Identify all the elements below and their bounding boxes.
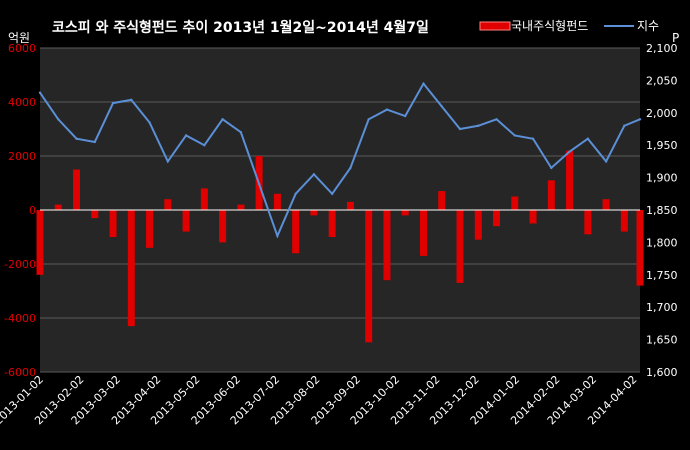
fund-bar	[547, 180, 555, 210]
fund-bar	[419, 210, 427, 256]
fund-bar	[584, 210, 592, 235]
fund-bar	[456, 210, 464, 283]
fund-bars	[36, 150, 644, 343]
right-axis: 2,100 2,050 2,000 1,950 1,900 1,850 1,800 1,750…	[646, 42, 678, 379]
fund-bar	[529, 210, 537, 224]
fund-bar	[54, 204, 62, 210]
fund-bar	[365, 210, 373, 343]
fund-bar	[200, 188, 208, 210]
left-tick-label: 0	[29, 204, 36, 217]
chart-title: 코스피 와 주식형펀드 추이 2013년 1월2일~2014년 4월7일	[52, 19, 429, 36]
index-point	[294, 192, 297, 195]
index-point	[568, 150, 571, 153]
fund-bar	[511, 196, 519, 210]
index-point	[550, 166, 553, 170]
index-point	[458, 127, 462, 131]
index-point	[57, 118, 60, 121]
index-point	[276, 234, 279, 238]
fund-bar	[383, 210, 391, 281]
index-point	[38, 91, 42, 94]
right-tick-label: 1,900	[646, 172, 678, 185]
legend-label-index: 지수	[637, 19, 659, 33]
right-tick-label: 1,600	[646, 366, 678, 379]
left-tick-label: -4000	[4, 312, 36, 325]
fund-bar	[328, 210, 336, 237]
fund-bar	[346, 201, 354, 210]
index-point	[166, 160, 170, 163]
right-tick-label: 2,100	[646, 42, 678, 55]
fund-bar	[164, 199, 172, 210]
fund-bar	[620, 210, 628, 232]
legend-swatch-fund	[479, 21, 511, 31]
fund-bar	[401, 210, 409, 216]
left-tick-label: -2000	[4, 258, 36, 271]
index-line	[39, 81, 641, 239]
index-point	[349, 166, 352, 170]
index-point	[221, 118, 224, 121]
index-point	[203, 144, 206, 147]
index-line-group	[38, 81, 642, 239]
fund-bar	[36, 210, 44, 275]
fund-bar	[474, 210, 482, 240]
fund-bar	[438, 191, 446, 210]
index-point	[404, 114, 407, 118]
fund-bar	[219, 210, 227, 243]
index-point	[239, 131, 243, 134]
fund-bar	[566, 150, 574, 210]
right-tick-label: 1,850	[646, 204, 678, 217]
index-point	[638, 118, 642, 121]
index-point	[586, 137, 590, 140]
legend-label-fund: 국내주식형펀드	[511, 19, 588, 33]
index-point	[477, 124, 480, 127]
right-tick-label: 2,050	[646, 74, 678, 87]
index-point	[604, 160, 608, 163]
fund-bar	[493, 210, 501, 227]
fund-bar	[237, 204, 245, 210]
right-tick-label: 1,950	[646, 139, 678, 152]
index-point	[495, 118, 498, 121]
fund-bar	[273, 193, 281, 210]
right-tick-label: 1,800	[646, 236, 678, 249]
fund-bar	[109, 210, 117, 237]
index-point	[422, 82, 425, 85]
index-point	[111, 101, 115, 105]
index-point	[367, 118, 370, 121]
fund-bar	[91, 210, 99, 219]
left-tick-label: 6000	[8, 42, 36, 55]
index-point	[130, 98, 133, 102]
fund-bar	[182, 210, 190, 232]
index-point	[513, 134, 516, 137]
index-point	[330, 192, 334, 195]
left-tick-label: -6000	[4, 366, 36, 379]
index-point	[75, 137, 78, 140]
index-point	[312, 173, 316, 176]
left-tick-label: 2000	[8, 150, 36, 163]
index-point	[184, 134, 188, 137]
right-tick-label: 1,700	[646, 301, 678, 314]
index-point	[148, 121, 151, 124]
index-point	[440, 105, 443, 108]
index-point	[531, 137, 535, 140]
right-tick-label: 1,750	[646, 269, 678, 282]
index-point	[257, 182, 261, 186]
right-tick-label: 1,650	[646, 334, 678, 347]
index-point	[385, 108, 389, 111]
fund-bar	[73, 169, 81, 210]
index-point	[623, 124, 626, 127]
right-axis-unit: P	[672, 31, 679, 45]
fund-bar	[602, 199, 610, 210]
fund-bar	[127, 210, 135, 327]
left-tick-label: 4000	[8, 96, 36, 109]
index-point	[93, 140, 96, 144]
fund-bar	[292, 210, 300, 254]
left-axis-unit: 억원	[8, 31, 30, 45]
right-tick-label: 2,000	[646, 107, 678, 120]
fund-bar	[636, 210, 644, 286]
fund-bar	[310, 210, 318, 216]
legend: 국내주식형펀드 지수	[479, 19, 659, 33]
fund-bar	[146, 210, 154, 248]
left-axis: 6000 4000 2000 0 -2000 -4000 -6000	[4, 42, 36, 379]
